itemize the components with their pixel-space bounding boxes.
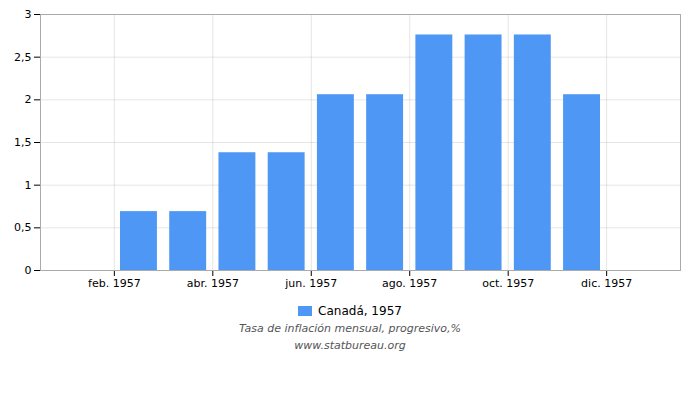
svg-text:1,5: 1,5 (14, 136, 32, 149)
svg-text:jun. 1957: jun. 1957 (284, 277, 337, 290)
svg-text:dic. 1957: dic. 1957 (581, 277, 632, 290)
svg-text:1: 1 (25, 179, 32, 192)
svg-text:ago. 1957: ago. 1957 (382, 277, 437, 290)
svg-text:abr. 1957: abr. 1957 (187, 277, 239, 290)
svg-text:oct. 1957: oct. 1957 (482, 277, 534, 290)
html-text:Canadá, 1957: Canadá, 1957 (318, 304, 402, 318)
html-text:www.statbureau.org: www.statbureau.org (294, 339, 406, 352)
svg-text:3: 3 (25, 8, 32, 21)
svg-text:0: 0 (25, 264, 32, 277)
svg-text:0,5: 0,5 (14, 221, 32, 234)
svg-text:2,5: 2,5 (14, 51, 32, 64)
svg-text:feb. 1957: feb. 1957 (88, 277, 141, 290)
html-text:Tasa de inflación mensual, pro: Tasa de inflación mensual, progresivo,% (239, 322, 461, 335)
svg-text:2: 2 (25, 93, 32, 106)
